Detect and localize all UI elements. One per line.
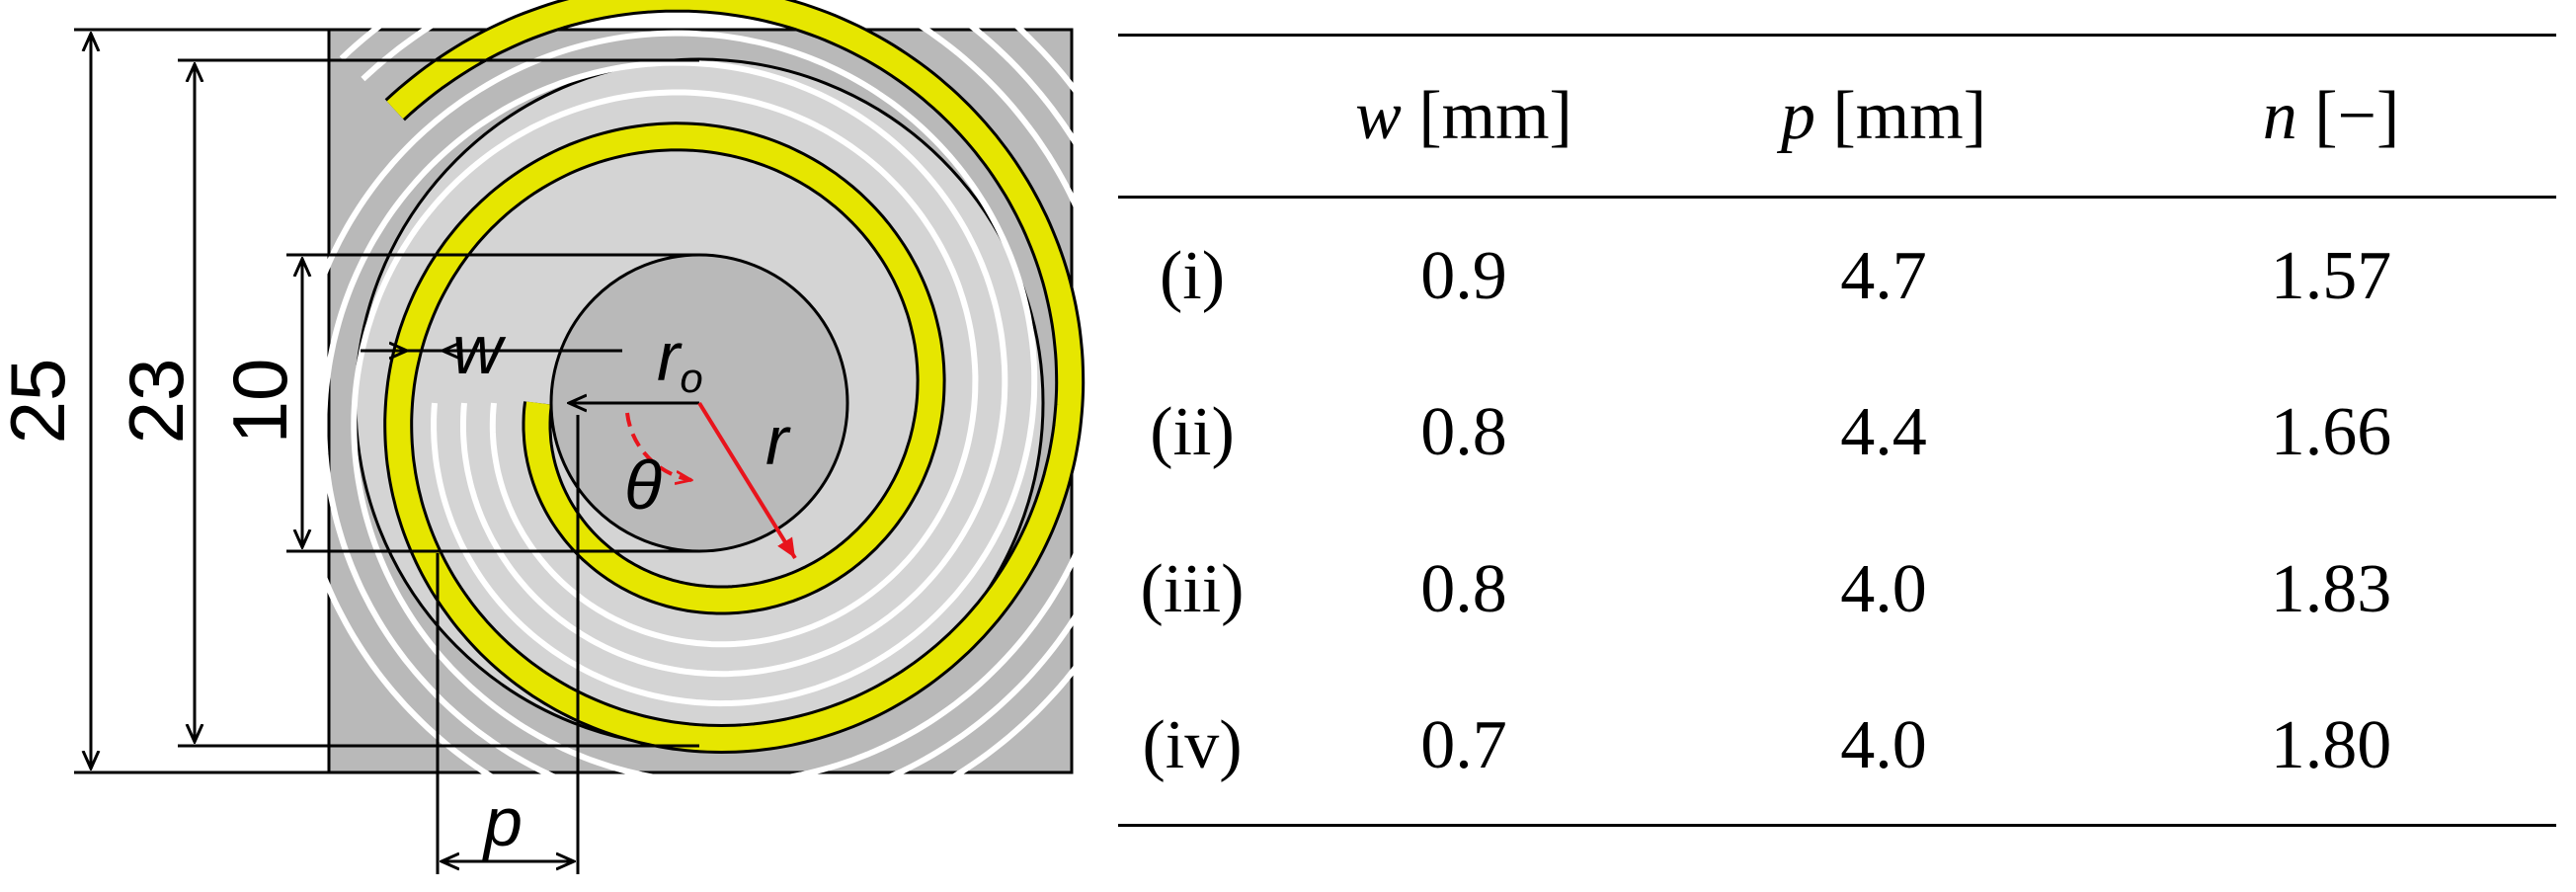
- cell-p: 4.4: [1840, 394, 1927, 470]
- dim-10-label: 10: [216, 359, 303, 445]
- dim-25-label: 25: [0, 359, 81, 445]
- table-row: (i) 0.9 4.7 1.57: [1118, 198, 2556, 355]
- spiral-conductor-fill: [386, 0, 1083, 752]
- row-label: (i): [1159, 237, 1226, 314]
- cell-n: 1.83: [2270, 551, 2392, 627]
- p-symbol: p: [482, 783, 523, 860]
- spiral-schematic-svg: 25 23 10 w p ro r θ: [0, 0, 1106, 874]
- r-arrow: [697, 401, 797, 560]
- row-label: (ii): [1150, 394, 1235, 470]
- row-label: (iii): [1140, 551, 1245, 627]
- cell-n: 1.80: [2106, 668, 2556, 827]
- cell-p: 4.0: [1840, 551, 1927, 627]
- header-p: p [mm]: [1661, 34, 2106, 199]
- cell-p: 4.0: [1661, 668, 2106, 827]
- cell-n: 1.66: [2270, 394, 2392, 470]
- row-label: (iv): [1118, 668, 1266, 827]
- cell-w: 0.7: [1266, 668, 1661, 827]
- table-row: (iii) 0.8 4.0 1.83: [1118, 512, 2556, 669]
- w-symbol: w: [452, 311, 507, 388]
- cell-w: 0.9: [1420, 237, 1507, 314]
- spiral-grooves: [291, 0, 1106, 846]
- cell-w: 0.8: [1420, 551, 1507, 627]
- spiral-schematic: 25 23 10 w p ro r θ: [0, 0, 1106, 892]
- table-header-row: w [mm] p [mm] n [−]: [1118, 34, 2556, 199]
- header-w: w [mm]: [1266, 34, 1661, 199]
- cell-w: 0.8: [1420, 394, 1507, 470]
- header-label: [1118, 34, 1266, 199]
- r-symbol: r: [765, 402, 791, 479]
- header-n: n [−]: [2106, 34, 2556, 199]
- cell-n: 1.57: [2270, 237, 2392, 314]
- theta-symbol: θ: [624, 446, 662, 524]
- ro-symbol: ro: [657, 318, 703, 401]
- cell-p: 4.7: [1840, 237, 1927, 314]
- table-row: (iv) 0.7 4.0 1.80: [1118, 668, 2556, 827]
- dim-23-label: 23: [113, 359, 200, 445]
- parameter-table: w [mm] p [mm] n [−] (i) 0.9 4.7 1.57 (ii…: [1118, 34, 2556, 827]
- table-row: (ii) 0.8 4.4 1.66: [1118, 355, 2556, 512]
- theta-arc: [625, 412, 691, 480]
